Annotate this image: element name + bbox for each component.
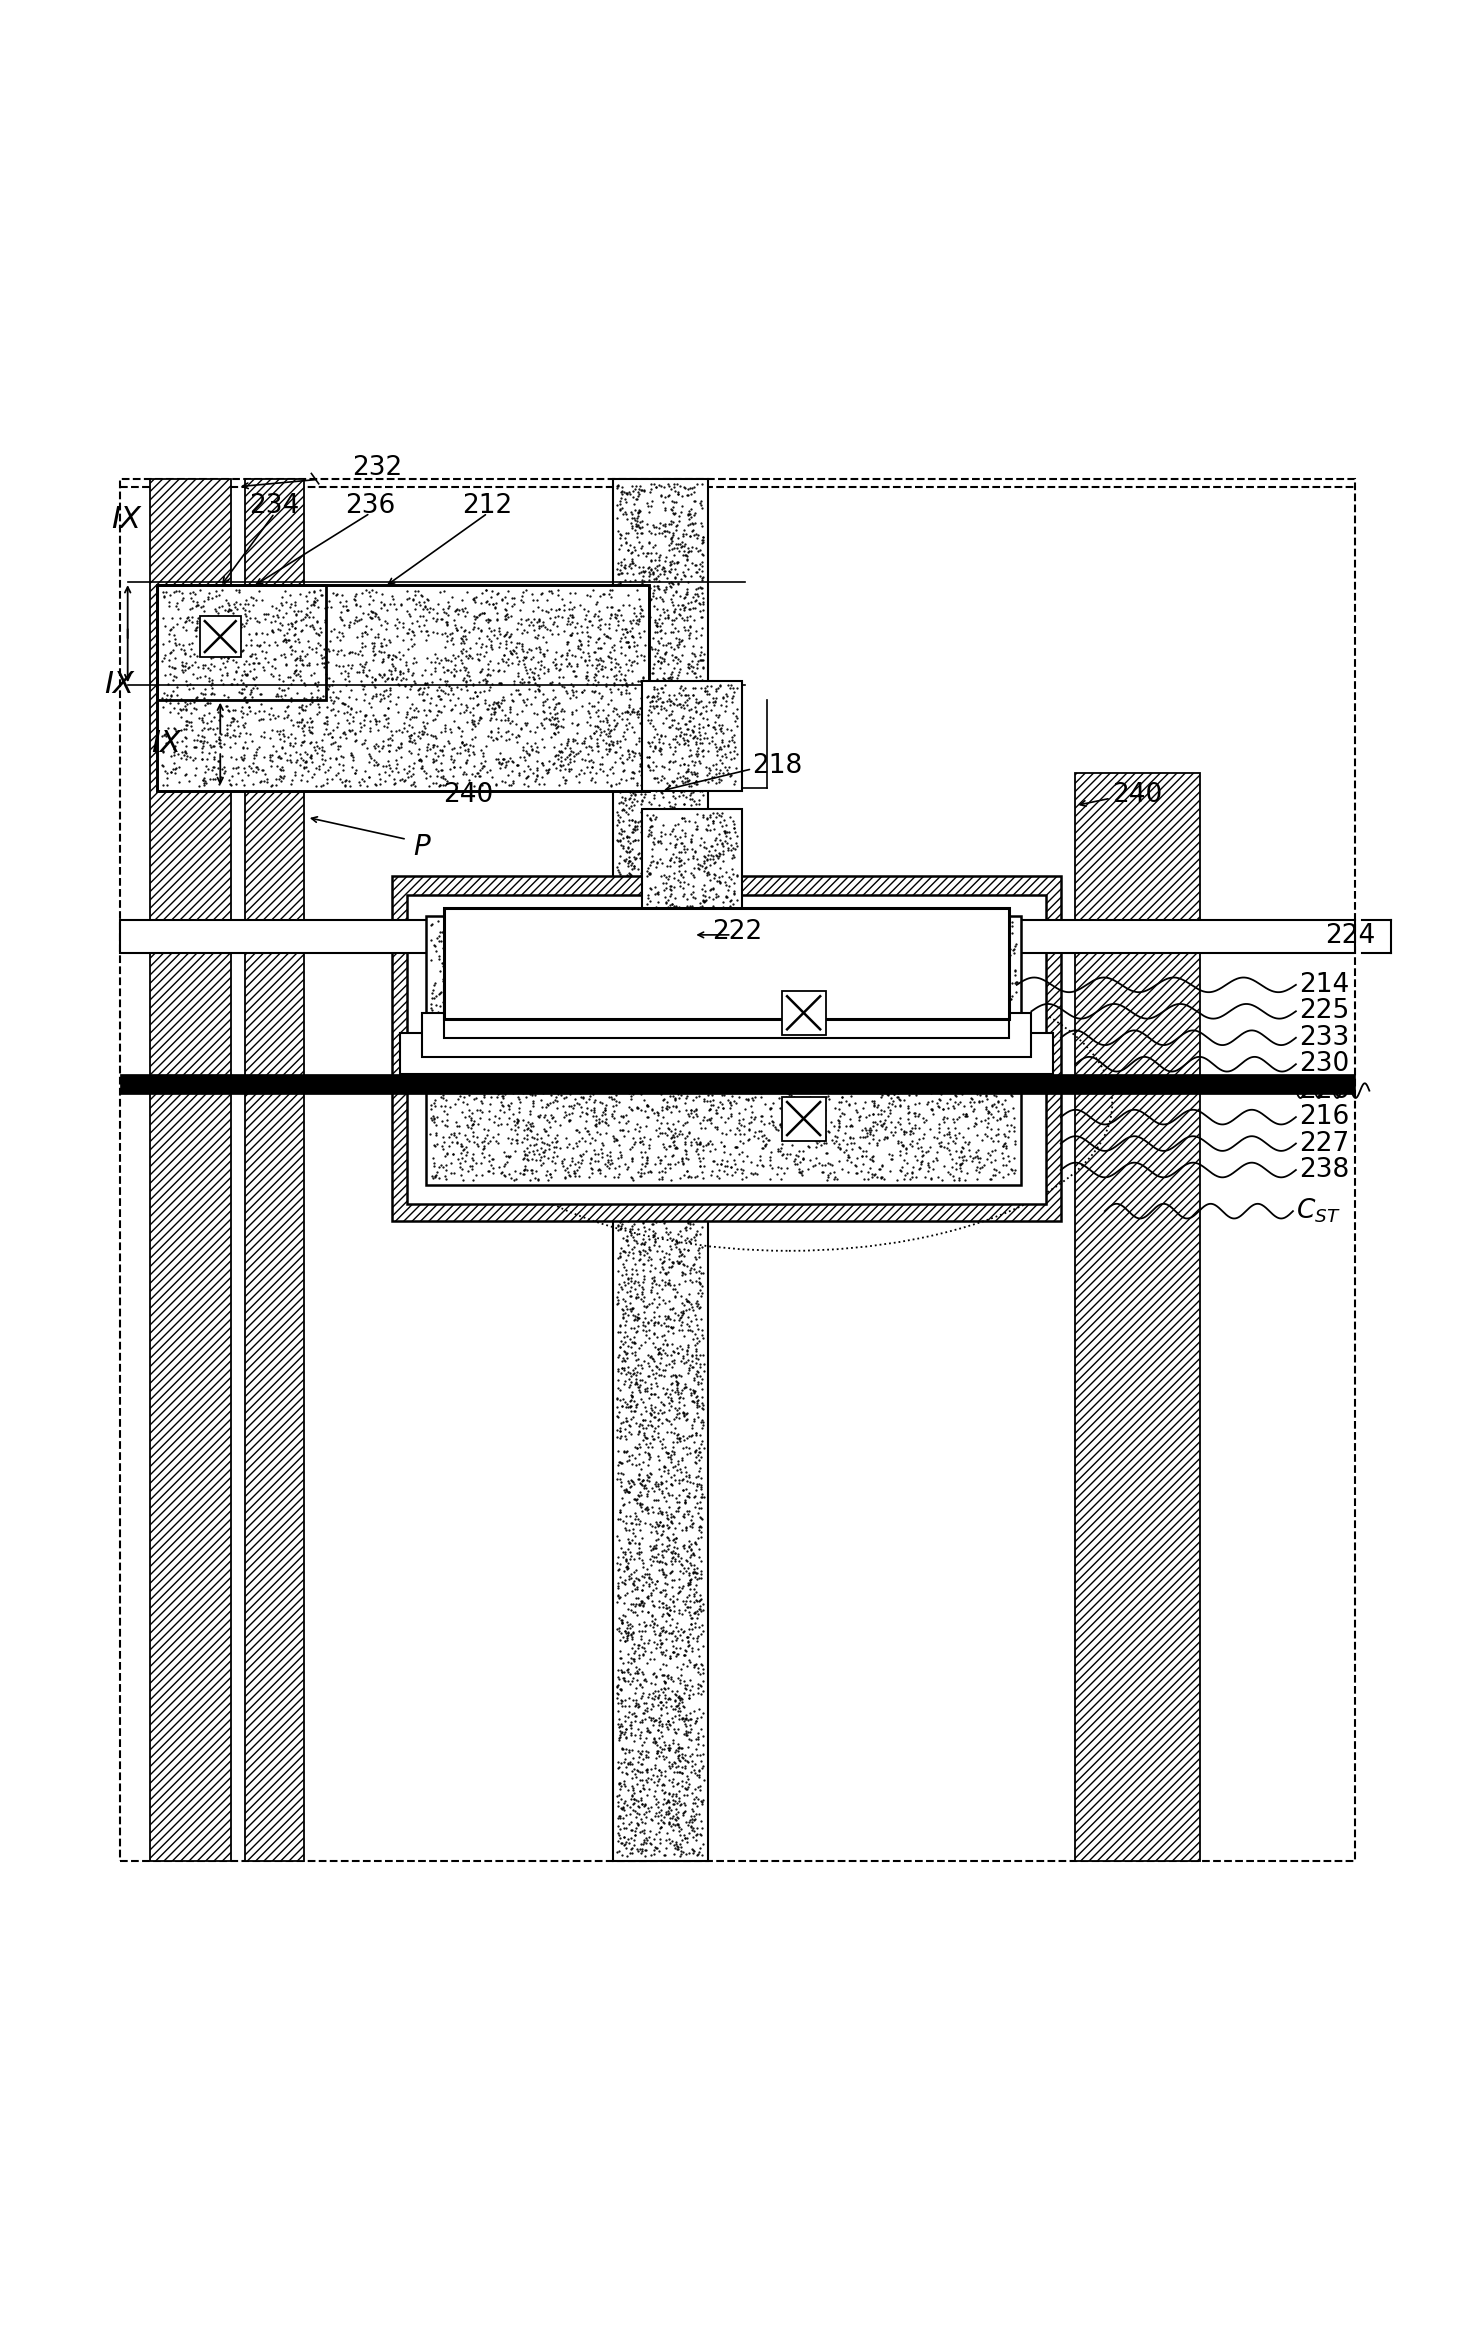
Text: 226: 226 (1299, 1079, 1350, 1104)
Bar (156, 585, 649, 791)
Bar (156, 585, 326, 700)
Bar (156, 585, 649, 791)
Bar (1075, 772, 1201, 1860)
Text: $IX$: $IX$ (105, 669, 137, 700)
Bar (444, 987, 1009, 1037)
Text: 233: 233 (1299, 1025, 1350, 1051)
Bar (150, 480, 230, 1860)
Text: 216: 216 (1299, 1104, 1350, 1130)
Text: 225: 225 (1299, 999, 1350, 1025)
Bar (400, 1034, 1053, 1074)
Text: 227: 227 (1299, 1130, 1350, 1156)
Bar (392, 875, 1061, 1221)
Text: 230: 230 (1299, 1051, 1350, 1076)
Text: 218: 218 (752, 753, 802, 779)
Text: $IX$: $IX$ (112, 505, 145, 534)
Text: P: P (413, 833, 429, 861)
Text: 240: 240 (1112, 782, 1162, 807)
Text: 222: 222 (712, 920, 763, 945)
Text: 236: 236 (345, 494, 395, 519)
Text: 224: 224 (1325, 924, 1376, 950)
Bar (642, 681, 742, 791)
Bar (444, 908, 1009, 1018)
Bar (199, 615, 240, 658)
Text: $C_{ST}$: $C_{ST}$ (1297, 1196, 1341, 1226)
Bar (426, 915, 1021, 1184)
Text: 214: 214 (1299, 971, 1350, 997)
Bar (422, 1013, 1031, 1058)
Bar (782, 990, 826, 1034)
Bar (782, 1097, 826, 1140)
Bar (245, 480, 304, 1860)
Bar (407, 896, 1046, 1203)
Bar (121, 920, 1354, 952)
Bar (121, 480, 1354, 1860)
Bar (642, 810, 742, 952)
Bar (121, 1074, 1354, 1093)
Bar (612, 480, 708, 1860)
Text: 212: 212 (463, 494, 513, 519)
Text: 234: 234 (249, 494, 299, 519)
Text: 232: 232 (353, 454, 403, 480)
Text: 240: 240 (444, 782, 494, 807)
Text: $IX$: $IX$ (150, 730, 183, 758)
Text: 238: 238 (1299, 1156, 1350, 1184)
